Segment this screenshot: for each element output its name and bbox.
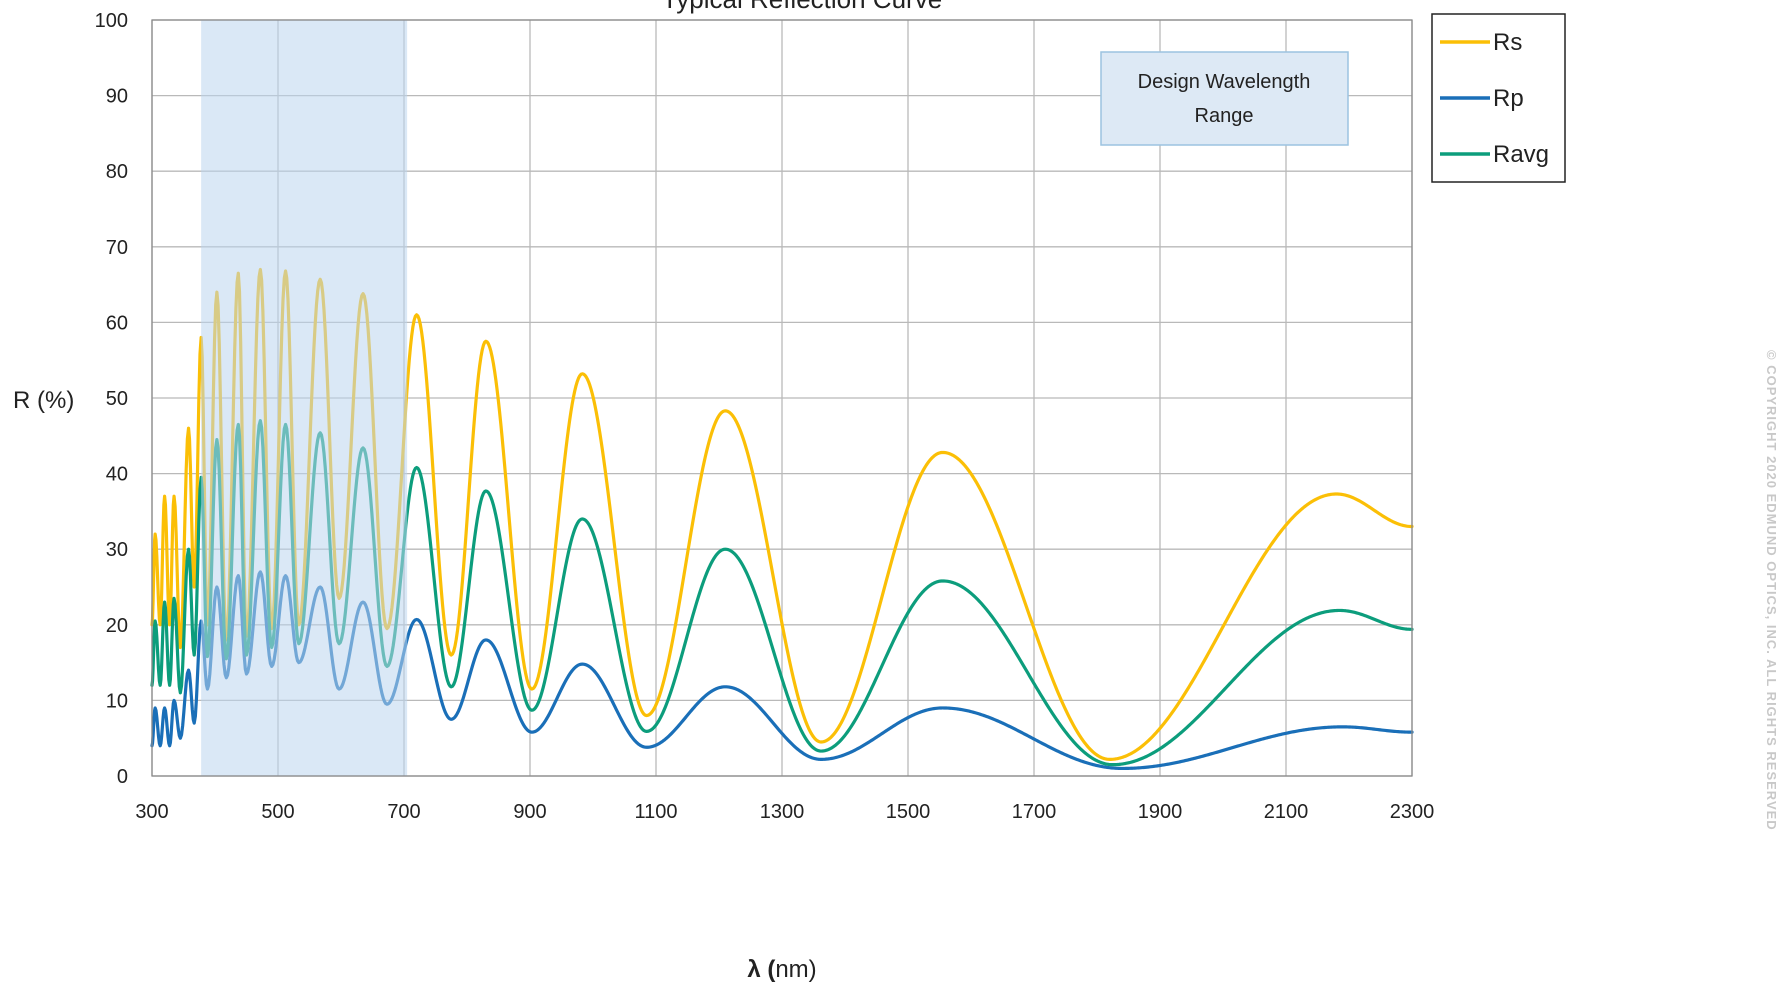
design-wavelength-band bbox=[201, 20, 408, 776]
annotation-line-2: Range bbox=[1195, 105, 1254, 127]
legend: Rs Rp Ravg bbox=[1431, 13, 1566, 183]
y-tick-label: 30 bbox=[106, 539, 128, 561]
y-tick-label: 100 bbox=[95, 10, 128, 32]
y-tick-label: 80 bbox=[106, 161, 128, 183]
chart-title: Typical Reflection Curve bbox=[662, 0, 942, 14]
x-tick-label: 300 bbox=[135, 801, 168, 823]
x-tick-label: 1300 bbox=[760, 801, 805, 823]
y-tick-label: 40 bbox=[106, 464, 128, 486]
x-tick-label: 1500 bbox=[886, 801, 931, 823]
y-tick-label: 0 bbox=[117, 766, 128, 788]
x-tick-label: 1700 bbox=[1012, 801, 1057, 823]
x-axis-label-symbol: λ ( bbox=[747, 956, 775, 983]
x-axis-label-unit: nm) bbox=[775, 956, 816, 983]
y-tick-label: 50 bbox=[106, 388, 128, 410]
y-tick-label: 20 bbox=[106, 615, 128, 637]
x-tick-label: 1900 bbox=[1138, 801, 1183, 823]
x-tick-label: 2100 bbox=[1264, 801, 1309, 823]
x-tick-label: 1100 bbox=[634, 801, 677, 823]
x-tick-label: 2300 bbox=[1390, 801, 1435, 823]
legend-label-rs: Rs bbox=[1493, 29, 1522, 56]
axis-layer: 300 500 700 900 1100 1300 1500 1700 1900 2100 2300… bbox=[95, 10, 1435, 823]
annotation-box: Design Wavelength Range bbox=[1100, 51, 1349, 146]
y-tick-label: 60 bbox=[106, 312, 128, 334]
y-axis-label: R (%) bbox=[13, 387, 74, 414]
legend-label-ravg: Ravg bbox=[1493, 141, 1549, 168]
plot-frame bbox=[151, 19, 1413, 777]
annotation-line-1: Design Wavelength bbox=[1138, 71, 1311, 93]
legend-label-rp: Rp bbox=[1493, 85, 1524, 112]
series-layer bbox=[150, 20, 1414, 776]
annotation-box-bg bbox=[1100, 51, 1349, 146]
y-tick-label: 70 bbox=[106, 237, 128, 259]
x-tick-label: 500 bbox=[261, 801, 294, 823]
x-tick-label: 700 bbox=[387, 801, 420, 823]
y-tick-label: 10 bbox=[106, 690, 128, 712]
x-axis-label: λ (nm) bbox=[747, 956, 816, 983]
y-tick-label: 90 bbox=[106, 86, 128, 108]
copyright-watermark: © COPYRIGHT 2020 EDMUND OPTICS, INC. ALL… bbox=[1764, 350, 1779, 831]
x-tick-label: 900 bbox=[513, 801, 546, 823]
